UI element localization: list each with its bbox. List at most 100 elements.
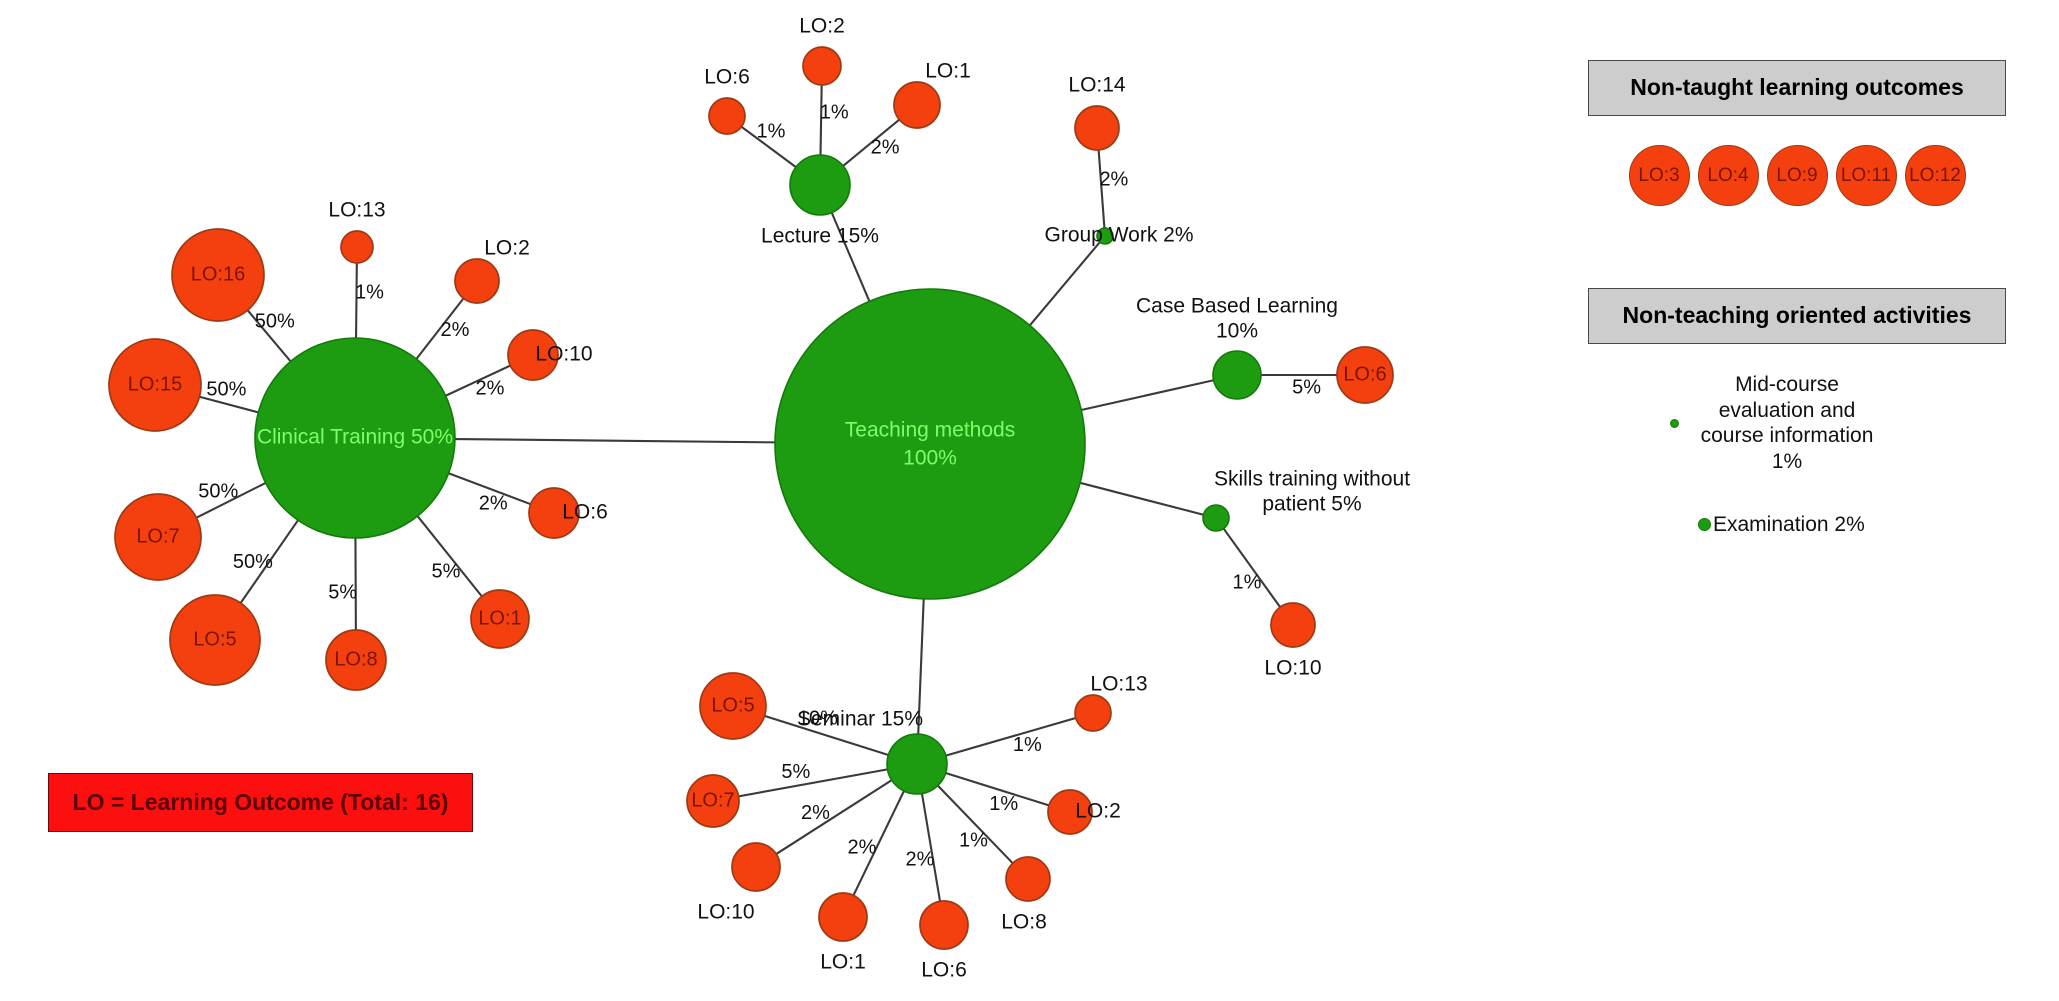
method-node-percent: 100% (903, 447, 957, 470)
outcome-node-label: LO:5 (193, 628, 236, 650)
outcome-node-ct-lo13[interactable] (340, 230, 374, 264)
outcome-node-label: LO:6 (704, 66, 750, 89)
activity-line-3: course information (1700, 424, 1874, 448)
edge-line (195, 481, 267, 519)
edge-line (454, 437, 776, 444)
edge-layer (195, 84, 1337, 902)
edge-weight-label: 1% (355, 281, 384, 303)
edge-weight-label: 5% (781, 761, 810, 783)
legend-non-taught-outcomes: Non-taught learning outcomes LO:3 LO:4 LO:… (1588, 60, 2006, 206)
outcome-node-label: LO:10 (697, 901, 754, 924)
outcome-node-label: LO:6 (1343, 363, 1386, 385)
method-node-label: Lecture 15% (761, 225, 879, 248)
outcome-node-sem-lo8[interactable] (1005, 856, 1051, 902)
outcome-node-sem-lo5[interactable] (699, 672, 767, 740)
method-node-clinical-training[interactable] (254, 337, 456, 539)
outcome-node-label: LO:1 (820, 951, 866, 974)
activity-line-4: 1% (1771, 449, 1803, 473)
outcome-node-sem-lo10[interactable] (731, 842, 781, 892)
edge-line (445, 364, 511, 397)
edge-weight-label: 50% (233, 551, 273, 573)
legend-non-taught-title: Non-taught learning outcomes (1588, 60, 2006, 116)
activity-label: Mid-course evaluation and course informa… (1687, 372, 1887, 474)
outcome-node-label: LO:8 (1001, 911, 1047, 934)
edge-line (1080, 379, 1214, 412)
method-node-lecture[interactable] (789, 154, 851, 216)
edge-line (920, 793, 942, 902)
outcome-node-ct-lo7[interactable] (114, 493, 202, 581)
outcome-node-label: LO:2 (1075, 800, 1121, 823)
green-dot-icon (1670, 418, 1679, 428)
outcome-node-ct-lo2[interactable] (454, 258, 500, 304)
outcome-node-sem-lo2[interactable] (1047, 789, 1093, 835)
edge-weight-label: 1% (959, 829, 988, 851)
outcome-node-ct-lo5[interactable] (169, 594, 261, 686)
outcome-node-sem-lo6[interactable] (919, 900, 969, 950)
edge-weight-label: 2% (1099, 168, 1128, 190)
outcome-node-label: LO:15 (128, 373, 182, 395)
method-node-skills-training[interactable] (1202, 504, 1230, 532)
method-node-teaching-methods[interactable] (774, 288, 1086, 600)
edge-line (917, 598, 925, 735)
method-node-group-work[interactable] (1096, 227, 1114, 245)
edge-line (852, 790, 905, 896)
method-node-label: Clinical Training 50% (257, 426, 453, 449)
edge-weight-label: 2% (479, 492, 508, 514)
outcome-node-sem-lo1[interactable] (818, 892, 868, 942)
method-node-percent: patient 5% (1262, 493, 1361, 516)
legend-outcome-chip: LO:4 (1697, 145, 1759, 206)
method-node-label: Seminar 15% (797, 708, 923, 731)
edge-line (1097, 149, 1106, 229)
edge-line (1222, 527, 1282, 608)
outcome-node-ct-lo15[interactable] (108, 338, 202, 432)
outcome-node-lec-lo2[interactable] (802, 46, 842, 86)
edge-weight-label: 1% (1233, 572, 1262, 594)
method-node-label: Skills training without (1214, 468, 1410, 491)
outcome-node-label: LO:16 (191, 263, 245, 285)
edge-weight-label: 50% (206, 379, 246, 401)
edge-line (1028, 241, 1101, 327)
edge-line (1079, 481, 1204, 516)
edge-weight-label: 2% (871, 136, 900, 158)
legend-outcome-chip: LO:3 (1628, 145, 1690, 206)
outcome-node-sem-lo7[interactable] (686, 774, 740, 828)
outcome-node-cbl-lo6[interactable] (1336, 346, 1394, 404)
outcome-node-label: LO:6 (562, 501, 608, 524)
outcome-node-st-lo10[interactable] (1270, 602, 1316, 648)
edge-weight-label: 5% (328, 582, 357, 604)
edge-line (448, 472, 531, 506)
method-node-case-based-learning[interactable] (1212, 350, 1262, 400)
outcome-node-ct-lo6[interactable] (528, 487, 580, 539)
node-layer (108, 46, 1394, 950)
legend-outcome-chip: LO:12 (1904, 145, 1966, 206)
outcome-node-label: LO:2 (799, 15, 845, 38)
outcome-node-lec-lo1[interactable] (893, 81, 941, 129)
outcome-node-ct-lo8[interactable] (325, 629, 387, 691)
edge-line (738, 768, 888, 798)
method-node-seminar[interactable] (886, 733, 948, 795)
outcome-node-sem-lo13[interactable] (1074, 694, 1112, 732)
outcome-node-label: LO:8 (334, 648, 377, 670)
list-item: Mid-course evaluation and course informa… (1670, 372, 1887, 474)
outcome-node-gw-lo14[interactable] (1074, 105, 1120, 151)
edge-weight-label: 10% (798, 707, 838, 729)
edge-weight-label: 2% (475, 378, 504, 400)
outcome-node-lec-lo6[interactable] (708, 97, 746, 135)
edge-line (740, 125, 797, 168)
list-item: Examination 2% (1698, 512, 1865, 538)
edge-line (416, 515, 483, 598)
activity-line-1: Mid-course (1735, 373, 1839, 396)
legend-non-teaching-activities: Non-teaching oriented activities Mid-cou… (1588, 288, 2006, 552)
outcome-node-ct-lo10[interactable] (507, 329, 559, 381)
outcome-node-ct-lo16[interactable] (171, 228, 265, 322)
legend-note-learning-outcome: LO = Learning Outcome (Total: 16) (48, 773, 473, 832)
edge-line (775, 779, 893, 855)
method-node-label: Case Based Learning (1136, 295, 1338, 318)
edge-line (246, 309, 292, 363)
legend-non-teaching-title: Non-teaching oriented activities (1588, 288, 2006, 344)
activity-label: Examination 2% (1713, 513, 1865, 536)
edge-line (199, 395, 259, 414)
edge-line (819, 84, 823, 156)
outcome-node-ct-lo1[interactable] (470, 589, 530, 649)
